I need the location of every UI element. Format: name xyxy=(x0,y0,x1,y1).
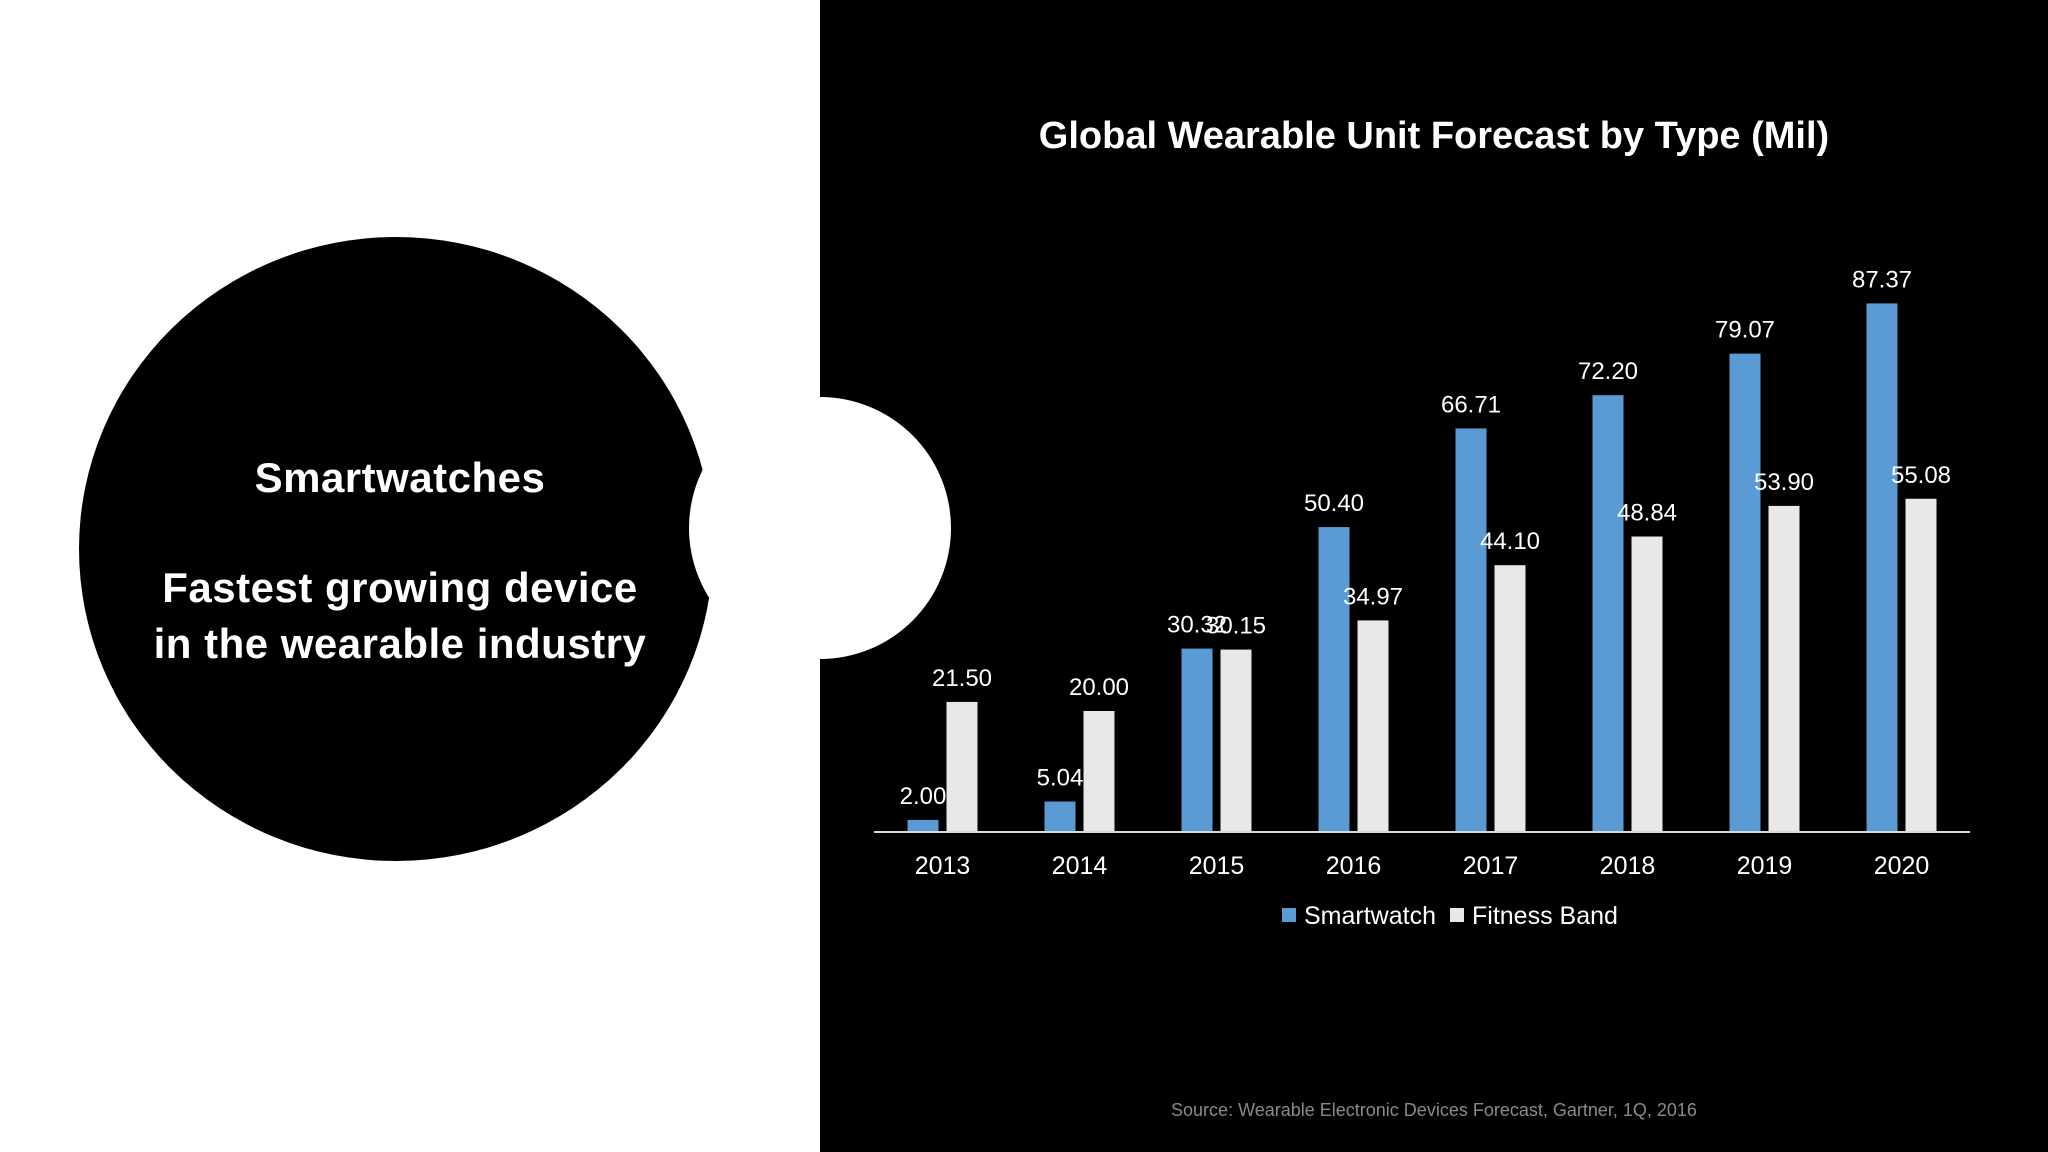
value-label-fitness-band-2019: 53.90 xyxy=(1754,469,1814,496)
x-tick-label: 2020 xyxy=(1874,852,1930,880)
bar-smartwatch-2014 xyxy=(1044,801,1076,832)
value-label-fitness-band-2015: 30.15 xyxy=(1206,613,1266,640)
bar-fitness-band-2020 xyxy=(1905,498,1937,832)
chart-title: Global Wearable Unit Forecast by Type (M… xyxy=(1038,115,1830,157)
value-label-smartwatch-2017: 66.71 xyxy=(1441,391,1501,418)
legend-label-fitness-band: Fitness Band xyxy=(1472,902,1618,930)
bar-fitness-band-2018 xyxy=(1631,536,1663,832)
value-label-smartwatch-2014: 5.04 xyxy=(1037,765,1084,792)
value-label-smartwatch-2016: 50.40 xyxy=(1304,490,1364,517)
value-label-fitness-band-2014: 20.00 xyxy=(1069,674,1129,701)
value-label-smartwatch-2015: 30.32 xyxy=(1167,612,1227,639)
bar-fitness-band-2015 xyxy=(1220,649,1252,832)
legend-swatch-fitness-band xyxy=(1450,908,1464,922)
value-label-smartwatch-2018: 72.20 xyxy=(1578,358,1638,385)
value-label-smartwatch-2020: 87.37 xyxy=(1852,266,1912,293)
bar-fitness-band-2019 xyxy=(1768,505,1800,832)
value-label-smartwatch-2013: 2.00 xyxy=(900,783,947,810)
x-tick-label: 2014 xyxy=(1052,852,1108,880)
bar-smartwatch-2018 xyxy=(1592,395,1624,832)
bar-smartwatch-2013 xyxy=(907,819,939,832)
x-tick-label: 2017 xyxy=(1463,852,1519,880)
x-tick-label: 2018 xyxy=(1600,852,1656,880)
legend-swatch-smartwatch xyxy=(1282,908,1296,922)
bar-fitness-band-2013 xyxy=(946,701,978,832)
bar-smartwatch-2017 xyxy=(1455,428,1487,832)
headline: Smartwatches xyxy=(254,454,546,501)
tagline: Fastest growing device in the wearable i… xyxy=(153,564,647,667)
x-tick-label: 2016 xyxy=(1326,852,1382,880)
source-note: Source: Wearable Electronic Devices Fore… xyxy=(1171,1100,1697,1120)
x-tick-label: 2013 xyxy=(915,852,971,880)
value-label-fitness-band-2020: 55.08 xyxy=(1891,462,1951,489)
value-label-fitness-band-2016: 34.97 xyxy=(1343,583,1403,610)
bar-smartwatch-2019 xyxy=(1729,353,1761,832)
chart-panel xyxy=(820,0,2048,1152)
value-label-fitness-band-2017: 44.10 xyxy=(1480,528,1540,555)
bar-fitness-band-2017 xyxy=(1494,565,1526,832)
value-label-fitness-band-2013: 21.50 xyxy=(932,665,992,692)
x-tick-label: 2019 xyxy=(1737,852,1793,880)
bar-smartwatch-2015 xyxy=(1181,648,1213,832)
bar-smartwatch-2020 xyxy=(1866,303,1898,832)
bar-fitness-band-2016 xyxy=(1357,620,1389,832)
value-label-fitness-band-2018: 48.84 xyxy=(1617,500,1677,527)
legend-label-smartwatch: Smartwatch xyxy=(1304,902,1436,930)
bar-smartwatch-2016 xyxy=(1318,527,1350,832)
connector-circle xyxy=(689,397,951,659)
x-tick-label: 2015 xyxy=(1189,852,1245,880)
headline-circle xyxy=(79,237,713,861)
bar-fitness-band-2014 xyxy=(1083,711,1115,832)
value-label-smartwatch-2019: 79.07 xyxy=(1715,317,1775,344)
